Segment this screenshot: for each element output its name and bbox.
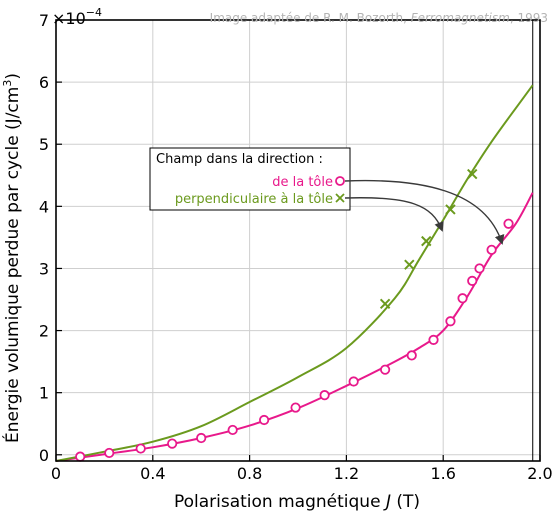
series-1-point-0 [75, 451, 86, 462]
y-multiplier-exp: −4 [86, 6, 102, 19]
y-multiplier-base: ×10 [52, 9, 86, 28]
series-1-point-5 [227, 424, 238, 436]
grid [55, 19, 541, 461]
series-1-point-8 [319, 390, 330, 401]
y-tick-label-3: 3 [39, 259, 49, 278]
x-axis-label-var: J [383, 492, 391, 512]
x-tick-label-0: 0 [51, 464, 61, 483]
ticks [55, 19, 541, 461]
x-tick-label-3: 1.2 [334, 464, 359, 483]
x-axis-label-unit: (T) [391, 492, 420, 512]
series-1-point-17 [486, 244, 497, 255]
y-tick-label-7: 7 [39, 11, 49, 30]
legend: Champ dans la direction : de la tôle per… [149, 147, 351, 211]
y-tick-label-2: 2 [39, 322, 49, 341]
y-tick-label-6: 6 [39, 73, 49, 92]
arrow-series-2 [344, 197, 444, 232]
y-multiplier: ×10−4 [52, 6, 102, 28]
series-1-point-4 [196, 432, 207, 444]
x-axis-label: Polarisation magnétique J (T) [174, 492, 420, 512]
y-axis-label-main: Énergie volumique perdue par cycle (J/cm [1, 87, 23, 443]
series-1-point-13 [445, 316, 456, 327]
series-1-point-14 [457, 293, 468, 304]
series-2-point-3 [445, 204, 456, 215]
y-tick-label-0: 0 [39, 446, 49, 465]
y-axis-label-sup: 3 [1, 80, 14, 87]
x-tick-label-2: 0.8 [237, 464, 262, 483]
y-tick-label-1: 1 [39, 384, 49, 403]
series-1-fit-line [55, 192, 534, 462]
credit-title: Ferromagnetism [411, 11, 510, 25]
legend-box [149, 147, 351, 211]
series-1-point-10 [380, 364, 391, 375]
tick-labels: 0 0.4 0.8 1.2 1.6 2.0 0 1 2 3 4 5 6 7 [39, 11, 553, 483]
y-axis-label-close: ) [3, 73, 23, 80]
x-tick-label-4: 1.6 [430, 464, 455, 483]
image-credit: Image adaptée de R. M. Bozorth, Ferromag… [210, 11, 548, 25]
legend-title: Champ dans la direction : [156, 152, 323, 167]
legend-label-series-2: perpendiculaire à la tôle [175, 192, 333, 207]
series-1-point-1 [104, 447, 115, 459]
series-2-point-1 [404, 259, 415, 270]
series-2-point-4 [467, 168, 478, 180]
x-tick-label-1: 0.4 [140, 464, 165, 483]
plot-frame [55, 19, 541, 462]
series-1-point-18 [503, 218, 514, 229]
series-1-point-11 [406, 350, 417, 361]
series-1-point-2 [135, 443, 146, 454]
arrow-series-1 [344, 179, 505, 245]
series-2-point-0 [379, 298, 391, 310]
series-1-point-7 [290, 402, 301, 413]
x-axis-label-prefix: Polarisation magnétique [174, 492, 386, 512]
legend-label-series-1: de la tôle [272, 175, 333, 190]
fit-curves [55, 84, 534, 462]
series-1-point-9 [348, 376, 359, 387]
series-2-point-2 [421, 235, 432, 247]
series-1-point-6 [259, 414, 270, 426]
series-1-point-12 [428, 334, 439, 345]
legend-marker-series-2 [335, 193, 345, 203]
y-tick-label-4: 4 [39, 197, 49, 216]
series-1-point-3 [167, 438, 178, 449]
series-2-fit-line [55, 84, 534, 462]
credit-suffix: , 1993 [510, 11, 548, 25]
series-1-point-16 [474, 263, 485, 274]
series-1-point-15 [467, 275, 478, 286]
legend-marker-series-1 [335, 176, 345, 186]
y-axis-label: Énergie volumique perdue par cycle (J/cm… [1, 73, 23, 443]
data-markers [75, 168, 514, 462]
x-tick-label-5: 2.0 [527, 464, 552, 483]
y-tick-label-5: 5 [39, 135, 49, 154]
credit-prefix: Image adaptée de R. M. Bozorth, [210, 11, 411, 25]
